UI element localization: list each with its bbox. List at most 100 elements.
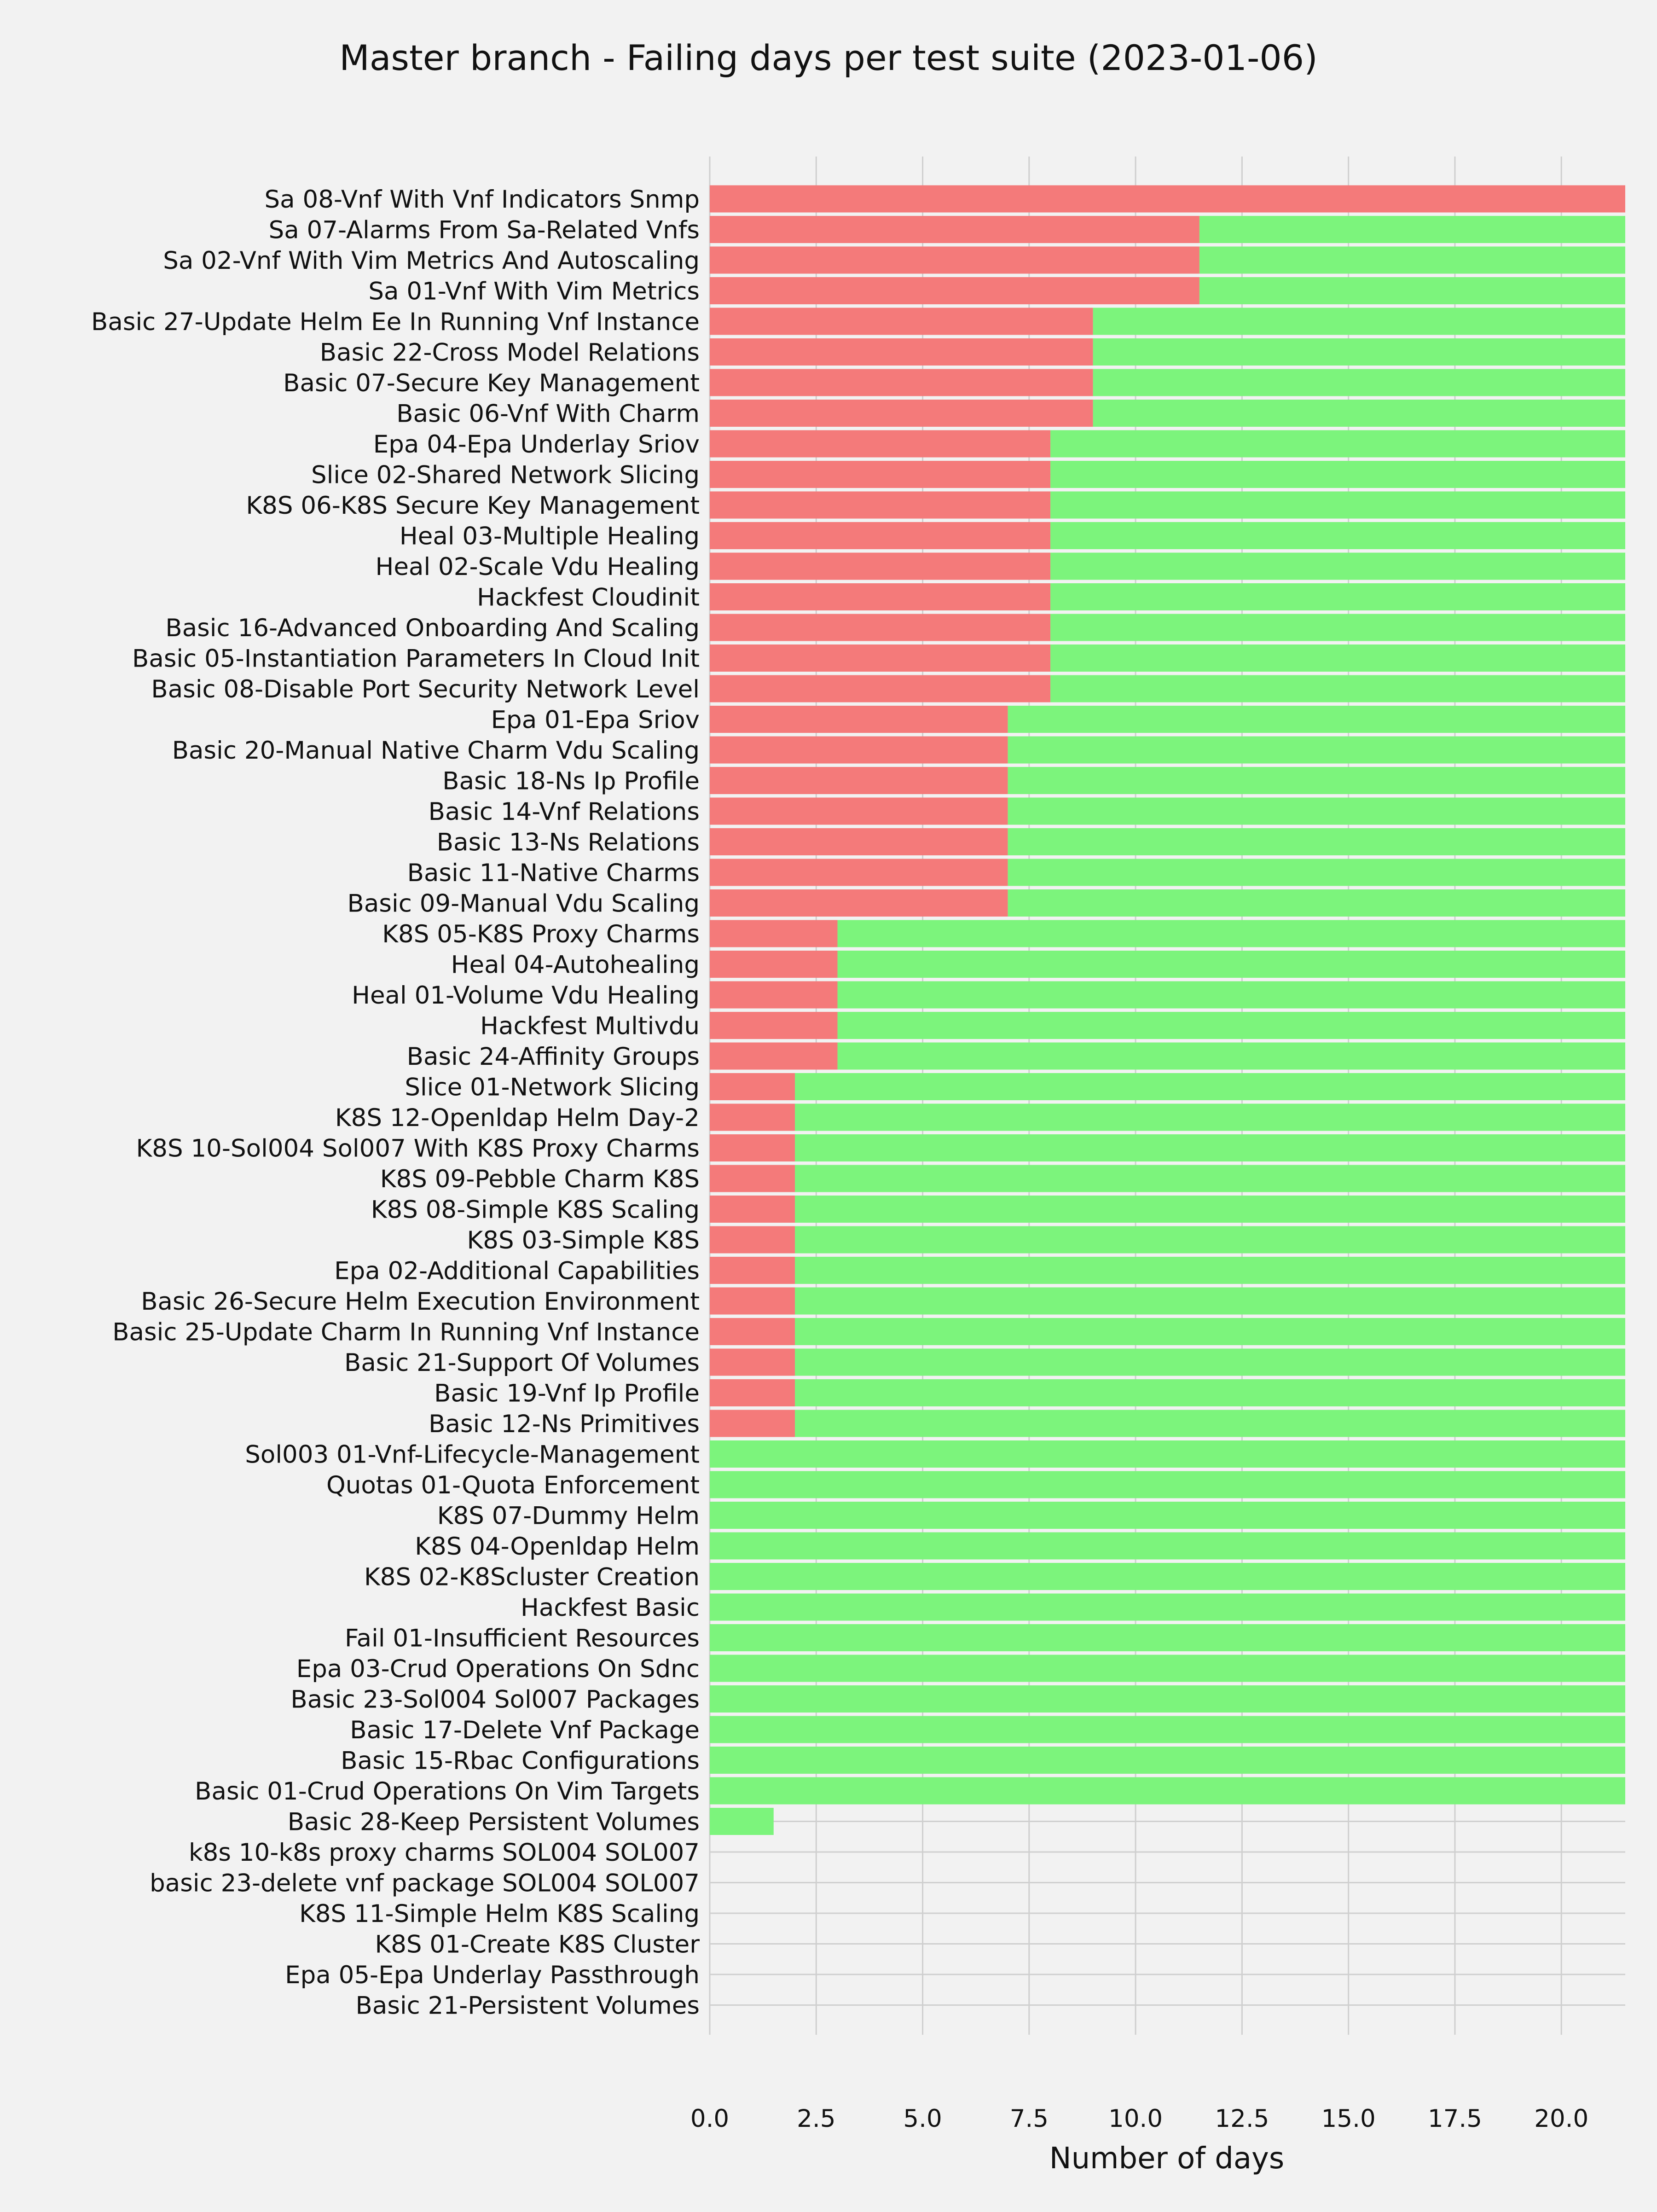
category-label: Basic 17-Delete Vnf Package	[350, 1716, 700, 1744]
category-label: K8S 09-Pebble Charm K8S	[380, 1165, 700, 1193]
bar-failing	[710, 706, 1008, 733]
bar-failing	[710, 767, 1008, 794]
bar-failing	[710, 614, 1051, 641]
x-tick-label: 5.0	[903, 2105, 942, 2133]
category-label: Basic 05-Instantiation Parameters In Clo…	[132, 645, 700, 673]
category-label: Basic 13-Ns Relations	[437, 829, 700, 857]
bar-passing	[710, 1777, 1625, 1805]
bar-passing	[1050, 583, 1625, 610]
bar-passing	[710, 1532, 1625, 1560]
bar-failing	[710, 1348, 795, 1376]
category-label: Basic 15-Rbac Configurations	[341, 1747, 700, 1775]
bar-failing	[710, 1012, 838, 1039]
category-label: Sa 08-Vnf With Vnf Indicators Snmp	[265, 186, 700, 214]
category-label: K8S 12-Openldap Helm Day-2	[335, 1104, 700, 1132]
category-label: K8S 04-Openldap Helm	[415, 1533, 700, 1561]
category-label: Basic 21-Support Of Volumes	[344, 1349, 700, 1377]
category-label: Basic 21-Persistent Volumes	[356, 1992, 700, 2020]
bar-failing	[710, 1379, 795, 1406]
bar-passing	[710, 1716, 1625, 1743]
category-label: Basic 22-Cross Model Relations	[320, 339, 700, 367]
bar-failing	[710, 736, 1008, 764]
x-tick-label: 0.0	[690, 2105, 729, 2133]
bar-failing	[710, 400, 1093, 427]
category-label: K8S 03-Simple K8S	[467, 1226, 700, 1254]
bar-passing	[795, 1257, 1625, 1284]
bar-failing	[710, 1134, 795, 1161]
category-label: K8S 10-Sol004 Sol007 With K8S Proxy Char…	[136, 1135, 700, 1163]
bar-passing	[710, 1685, 1625, 1713]
bar-failing	[710, 246, 1199, 274]
category-label: Sa 02-Vnf With Vim Metrics And Autoscali…	[163, 247, 700, 275]
bar-failing	[710, 828, 1008, 855]
bar-passing	[1008, 797, 1625, 825]
category-label: Heal 03-Multiple Healing	[400, 523, 700, 551]
category-label: Basic 14-Vnf Relations	[429, 798, 700, 826]
category-label: Basic 12-Ns Primitives	[429, 1410, 700, 1438]
category-label: Slice 02-Shared Network Slicing	[311, 461, 700, 489]
bar-failing	[710, 308, 1093, 335]
bar-failing	[710, 889, 1008, 917]
bar-passing	[837, 951, 1625, 978]
bar-failing	[710, 185, 1625, 213]
bar-passing	[795, 1134, 1625, 1161]
bar-failing	[710, 981, 838, 1009]
bar-failing	[710, 583, 1051, 610]
bar-passing	[1008, 767, 1625, 794]
category-label: Heal 01-Volume Vdu Healing	[352, 981, 700, 1010]
category-label: Basic 09-Manual Vdu Scaling	[348, 890, 700, 918]
category-label: Basic 28-Keep Persistent Volumes	[288, 1808, 700, 1836]
category-label: basic 23-delete vnf package SOL004 SOL00…	[150, 1869, 700, 1898]
category-label: Slice 01-Network Slicing	[405, 1074, 700, 1102]
category-label: Epa 01-Epa Sriov	[491, 706, 700, 734]
bar-passing	[1050, 614, 1625, 641]
bar-passing	[837, 1012, 1625, 1039]
x-tick-label: 17.5	[1428, 2105, 1482, 2133]
category-label: Basic 20-Manual Native Charm Vdu Scaling	[172, 737, 700, 765]
bar-failing	[710, 491, 1051, 519]
category-label: Basic 11-Native Charms	[407, 859, 700, 887]
bar-passing	[1050, 552, 1625, 580]
bar-passing	[1050, 461, 1625, 488]
x-tick-label: 2.5	[797, 2105, 835, 2133]
bar-passing	[710, 1502, 1625, 1529]
x-tick-label: 7.5	[1010, 2105, 1049, 2133]
category-label: Epa 02-Additional Capabilities	[334, 1257, 700, 1285]
bar-failing	[710, 644, 1051, 672]
bar-passing	[710, 1593, 1625, 1621]
bar-passing	[1050, 491, 1625, 519]
bar-failing	[710, 1073, 795, 1100]
x-tick-label: 20.0	[1534, 2105, 1588, 2133]
bar-failing	[710, 461, 1051, 488]
category-label: Basic 07-Secure Key Management	[283, 369, 700, 397]
bar-passing	[837, 1042, 1625, 1070]
bar-passing	[710, 1440, 1625, 1468]
bar-passing	[795, 1226, 1625, 1254]
bars	[710, 185, 1625, 1835]
category-label: K8S 05-K8S Proxy Charms	[382, 920, 700, 948]
bar-failing	[710, 1196, 795, 1223]
category-label: K8S 01-Create K8S Cluster	[375, 1931, 700, 1959]
category-label: K8S 11-Simple Helm K8S Scaling	[299, 1900, 700, 1928]
bar-failing	[710, 1257, 795, 1284]
bar-passing	[837, 981, 1625, 1009]
bar-passing	[1008, 736, 1625, 764]
category-label: Basic 26-Secure Helm Execution Environme…	[141, 1288, 700, 1316]
category-label: Hackfest Basic	[521, 1594, 700, 1622]
category-label: Basic 25-Update Charm In Running Vnf Ins…	[112, 1318, 700, 1347]
bar-passing	[1093, 369, 1625, 396]
chart-title: Master branch - Failing days per test su…	[339, 37, 1317, 78]
bar-failing	[710, 1165, 795, 1192]
category-label: Fail 01-Insufficient Resources	[345, 1625, 700, 1653]
x-axis-label: Number of days	[1049, 2142, 1285, 2176]
category-label: Heal 04-Autohealing	[451, 951, 700, 979]
category-label: Epa 04-Epa Underlay Sriov	[373, 430, 700, 459]
bar-passing	[710, 1624, 1625, 1651]
category-label: Hackfest Multivdu	[480, 1012, 700, 1040]
bar-failing	[710, 277, 1199, 304]
category-label: Heal 02-Scale Vdu Healing	[376, 553, 700, 581]
bar-failing	[710, 1042, 838, 1070]
bar-failing	[710, 797, 1008, 825]
bar-passing	[1093, 400, 1625, 427]
